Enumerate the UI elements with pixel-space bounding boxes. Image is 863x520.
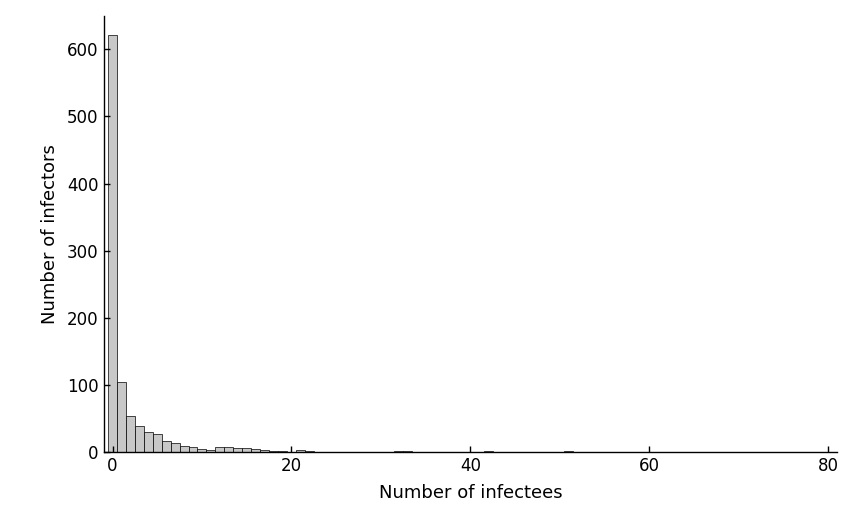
Bar: [161, 441, 171, 452]
Bar: [233, 448, 243, 452]
Bar: [180, 446, 188, 452]
Bar: [224, 447, 233, 452]
Bar: [144, 432, 153, 452]
Bar: [394, 451, 403, 452]
Bar: [206, 450, 216, 452]
Bar: [188, 447, 198, 452]
Y-axis label: Number of infectors: Number of infectors: [41, 144, 59, 324]
Bar: [171, 443, 180, 452]
Bar: [260, 450, 269, 452]
Bar: [117, 382, 126, 452]
Bar: [305, 451, 314, 452]
Bar: [251, 449, 260, 452]
Bar: [484, 451, 493, 452]
Bar: [216, 447, 224, 452]
Bar: [198, 449, 206, 452]
Bar: [564, 451, 573, 452]
Bar: [278, 451, 287, 452]
Bar: [269, 451, 278, 452]
Bar: [296, 450, 305, 452]
Bar: [153, 434, 161, 452]
Bar: [126, 416, 135, 452]
Bar: [403, 451, 413, 452]
X-axis label: Number of infectees: Number of infectees: [379, 484, 562, 502]
Bar: [108, 35, 117, 452]
Bar: [135, 425, 144, 452]
Bar: [243, 448, 251, 452]
